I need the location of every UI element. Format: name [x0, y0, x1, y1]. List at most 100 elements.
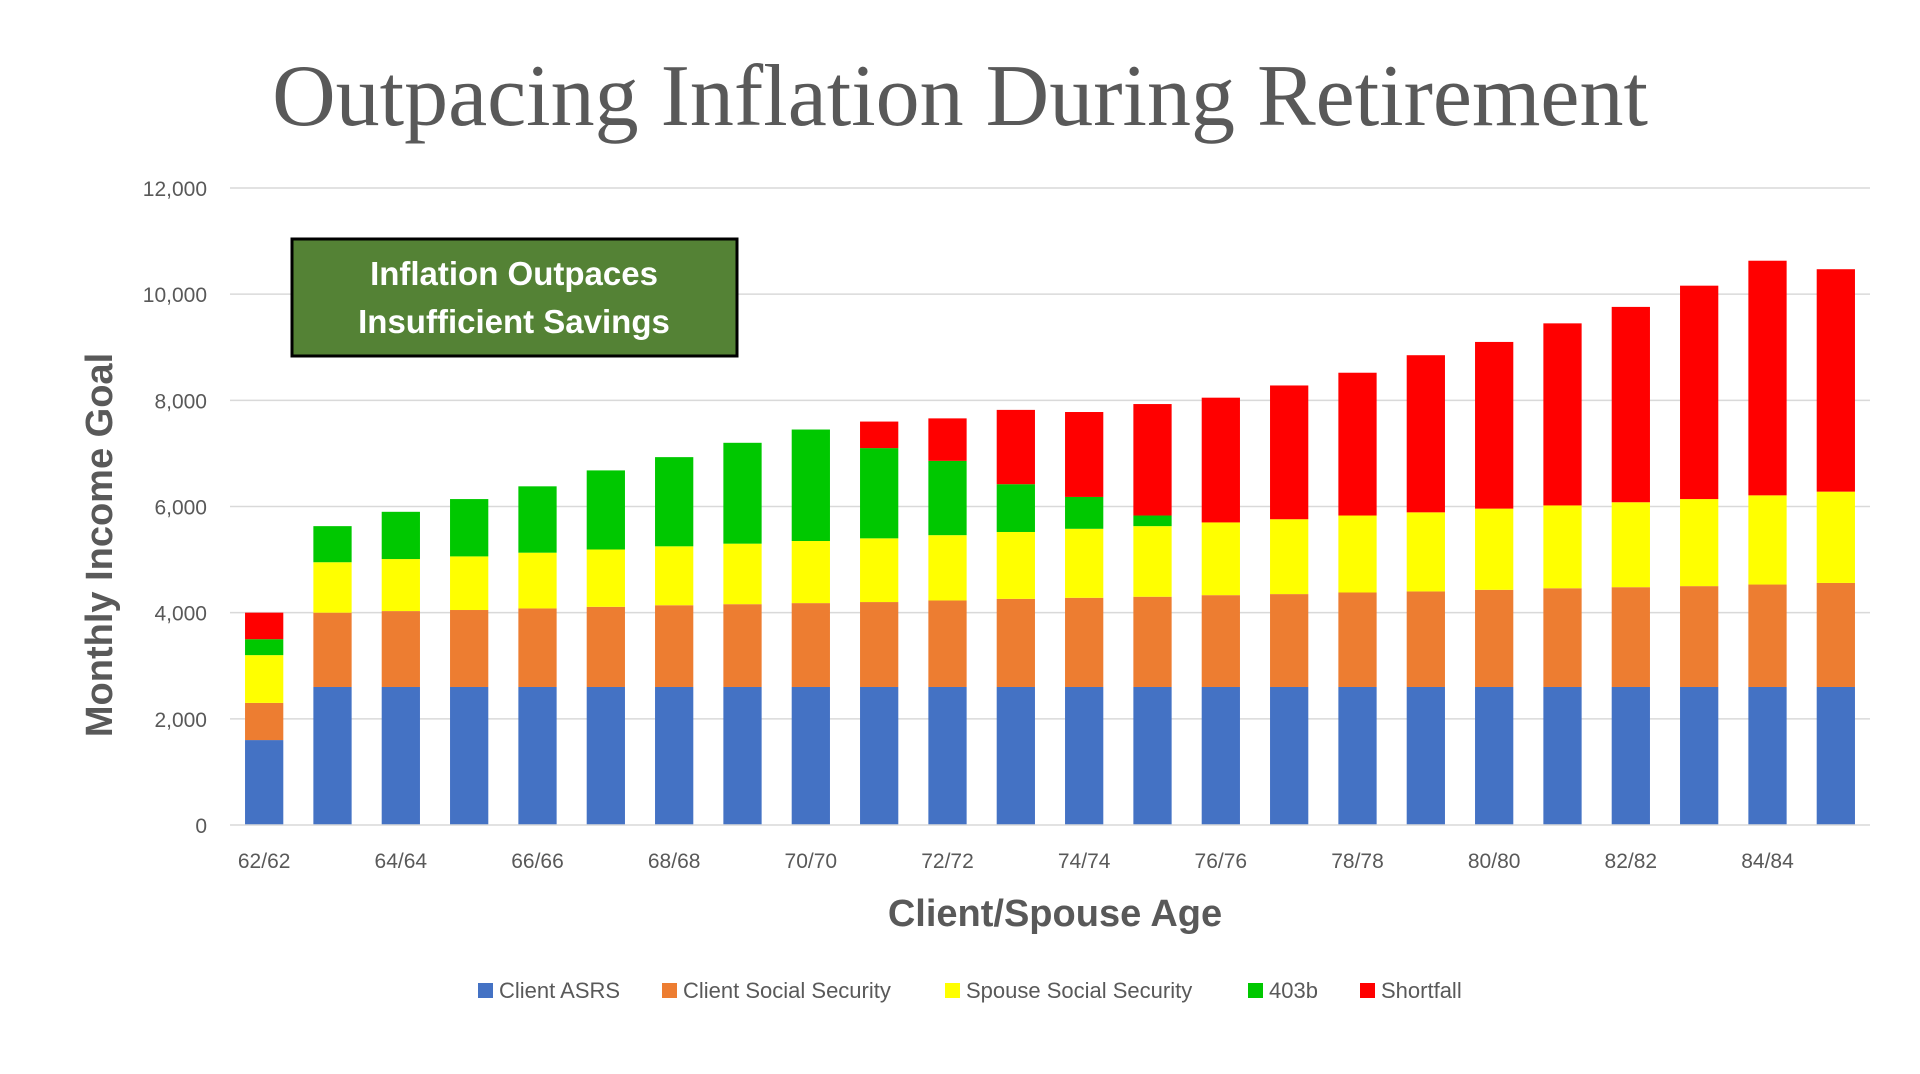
x-tick-label: 84/84: [1741, 850, 1794, 873]
bar-segment: [655, 686, 694, 825]
bar-segment: [245, 612, 284, 640]
x-tick-label: 78/78: [1331, 850, 1384, 873]
bar-segment: [860, 421, 899, 449]
bar-segment: [996, 484, 1035, 532]
bar-segment: [245, 655, 284, 703]
bar-segment: [1816, 269, 1855, 492]
bar-segment: [1201, 686, 1240, 825]
legend-swatch: [1360, 983, 1375, 998]
bar-segment: [860, 538, 899, 603]
bar-segment: [1406, 512, 1445, 592]
bar-segment: [791, 541, 830, 604]
bar-segment: [1475, 686, 1514, 825]
y-tick-label: 12,000: [143, 178, 207, 201]
bar-segment: [245, 702, 284, 741]
y-tick-label: 0: [195, 815, 207, 838]
bar-segment: [1475, 589, 1514, 687]
bar-segment: [1133, 404, 1172, 516]
legend-label: Client Social Security: [683, 978, 891, 1003]
bar-segment: [381, 611, 420, 687]
bar-segment: [791, 686, 830, 825]
y-tick-label: 10,000: [143, 284, 207, 307]
bar-segment: [1338, 372, 1377, 516]
bar-segment: [1270, 519, 1309, 595]
bar-segment: [313, 526, 352, 563]
x-tick-label: 76/76: [1195, 850, 1248, 873]
bar-segment: [1748, 495, 1787, 585]
x-tick-label: 72/72: [921, 850, 974, 873]
bar-segment: [1201, 397, 1240, 523]
bar-segment: [1065, 496, 1104, 529]
bar-segment: [1543, 686, 1582, 825]
bar-segment: [996, 686, 1035, 825]
legend-swatch: [1248, 983, 1263, 998]
x-tick-label: 74/74: [1058, 850, 1111, 873]
chart-title: Outpacing Inflation During Retirement: [272, 48, 1648, 145]
bar-segment: [1133, 596, 1172, 687]
annotation-rect: [290, 237, 739, 358]
bar-segment: [1543, 505, 1582, 589]
bar-segment: [1270, 385, 1309, 520]
legend: Client ASRS Client Social Security Spouse …: [478, 978, 1462, 1003]
bar-segment: [1680, 586, 1719, 687]
x-tick-label: 66/66: [511, 850, 564, 873]
bar-segment: [860, 686, 899, 825]
bar-segment: [313, 686, 352, 825]
bar-segment: [860, 602, 899, 687]
bar-segment: [791, 429, 830, 542]
bar-segment: [1816, 491, 1855, 583]
bar-segment: [381, 686, 420, 825]
legend-swatch: [662, 983, 677, 998]
bar-segment: [450, 686, 489, 825]
bar-segment: [586, 549, 625, 607]
bar-segment: [1816, 582, 1855, 687]
legend-swatch: [478, 983, 493, 998]
bar-segment: [1475, 508, 1514, 590]
bar-segment: [1611, 502, 1650, 588]
legend-label: Client ASRS: [499, 978, 620, 1003]
bar-segment: [1611, 587, 1650, 687]
bar-segment: [450, 556, 489, 611]
bar-segment: [723, 604, 762, 687]
bar-segment: [1338, 592, 1377, 687]
bar-segment: [1338, 515, 1377, 593]
bar-segment: [1065, 412, 1104, 497]
bar-segment: [1270, 686, 1309, 825]
bar-segment: [1406, 591, 1445, 687]
bar-segment: [1611, 306, 1650, 503]
bar-segment: [1133, 686, 1172, 825]
y-axis-label: Monthly Income Goal: [79, 353, 121, 737]
legend-swatch: [945, 983, 960, 998]
bar-segment: [723, 686, 762, 825]
bar-segment: [1201, 595, 1240, 687]
annotation-box: Inflation Outpaces Insufficient Savings: [290, 237, 739, 358]
bar-segment: [928, 535, 967, 601]
bar-segment: [1406, 355, 1445, 513]
annotation-line2: Insufficient Savings: [358, 303, 670, 340]
bar-segment: [1065, 528, 1104, 598]
x-tick-label: 62/62: [238, 850, 291, 873]
bar-segment: [655, 605, 694, 687]
bar-segment: [1611, 686, 1650, 825]
bar-segment: [245, 639, 284, 656]
legend-label: 403b: [1269, 978, 1318, 1003]
bar-segment: [1748, 584, 1787, 687]
bar-segment: [1133, 526, 1172, 597]
y-tick-label: 8,000: [154, 390, 207, 413]
bar-segment: [586, 470, 625, 550]
bar-segment: [928, 686, 967, 825]
bar-segment: [450, 499, 489, 557]
bar-segment: [1680, 285, 1719, 500]
bar-segment: [996, 409, 1035, 485]
bar-segment: [996, 531, 1035, 599]
bar-segment: [928, 460, 967, 536]
bar-segment: [1270, 594, 1309, 687]
bar-segment: [1065, 686, 1104, 825]
bar-segment: [313, 612, 352, 687]
bar-segment: [518, 608, 557, 687]
bar-segment: [518, 686, 557, 825]
bar-segment: [791, 603, 830, 687]
bar-segment: [655, 546, 694, 606]
bars: [245, 260, 1855, 825]
